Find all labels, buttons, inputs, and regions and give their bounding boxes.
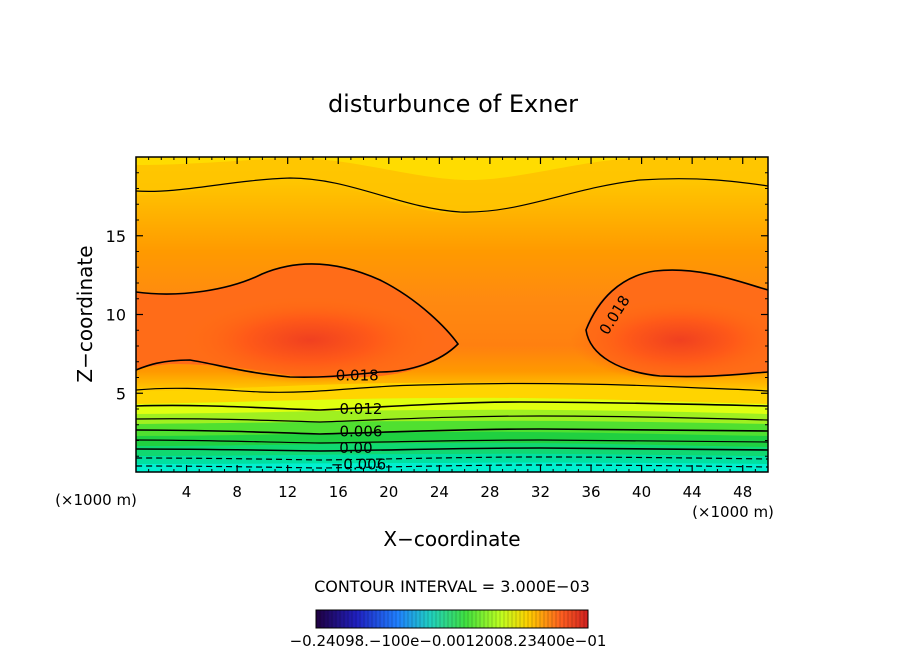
contour-band-top [136, 157, 768, 180]
x-tick-label: 48 [733, 483, 752, 501]
x-unit-right: (×1000 m) [692, 503, 774, 521]
contour-band-upper [136, 157, 768, 214]
contour-core-right [570, 298, 768, 382]
x-tick-label: 4 [182, 483, 192, 501]
contour-line-top [136, 177, 768, 213]
contour-core-left [180, 296, 440, 384]
contour-label: 0.00 [339, 439, 372, 457]
contour-line-0012 [136, 401, 768, 411]
contour-label: 0.012 [340, 400, 383, 418]
y-tick-label: 5 [116, 384, 126, 403]
contour-line-0000 [136, 447, 768, 452]
y-tick-label: 15 [106, 227, 126, 246]
contour-line-0003 [136, 439, 768, 444]
x-axis-label: X−coordinate [383, 527, 520, 551]
contour-line-0009 [136, 415, 768, 423]
x-unit-left: (×1000 m) [55, 491, 137, 509]
contour-line-0018-right [585, 269, 768, 378]
contour-label: 0.006 [340, 422, 383, 440]
x-tick-label: 20 [379, 483, 398, 501]
colorbar-labels: −0.24098.−100e−0.0012008.23400e−01 [290, 632, 607, 650]
y-axis-label: Z−coordinate [73, 245, 97, 382]
chart-title: disturbunce of Exner [328, 90, 578, 118]
x-tick-label: 36 [581, 483, 600, 501]
y-tick-label: 10 [106, 306, 126, 325]
colorbar [315, 609, 589, 629]
x-tick-label: 44 [683, 483, 702, 501]
colorbar-frame [315, 609, 589, 629]
x-tick-label: 24 [430, 483, 449, 501]
contour-interval-label: CONTOUR INTERVAL = 3.000E−03 [314, 577, 590, 596]
contour-line-0015 [136, 382, 768, 393]
x-tick-label: 8 [232, 483, 242, 501]
x-tick-label: 16 [329, 483, 348, 501]
x-tick-label: 12 [278, 483, 297, 501]
x-tick-label: 32 [531, 483, 550, 501]
contour-label: 0.018 [336, 366, 379, 384]
x-tick-label: 28 [480, 483, 499, 501]
contour-line-0018-left [136, 263, 460, 379]
contour-line-0006 [136, 428, 768, 435]
x-tick-label: 40 [632, 483, 651, 501]
contour-label: −0.006 [331, 455, 387, 473]
